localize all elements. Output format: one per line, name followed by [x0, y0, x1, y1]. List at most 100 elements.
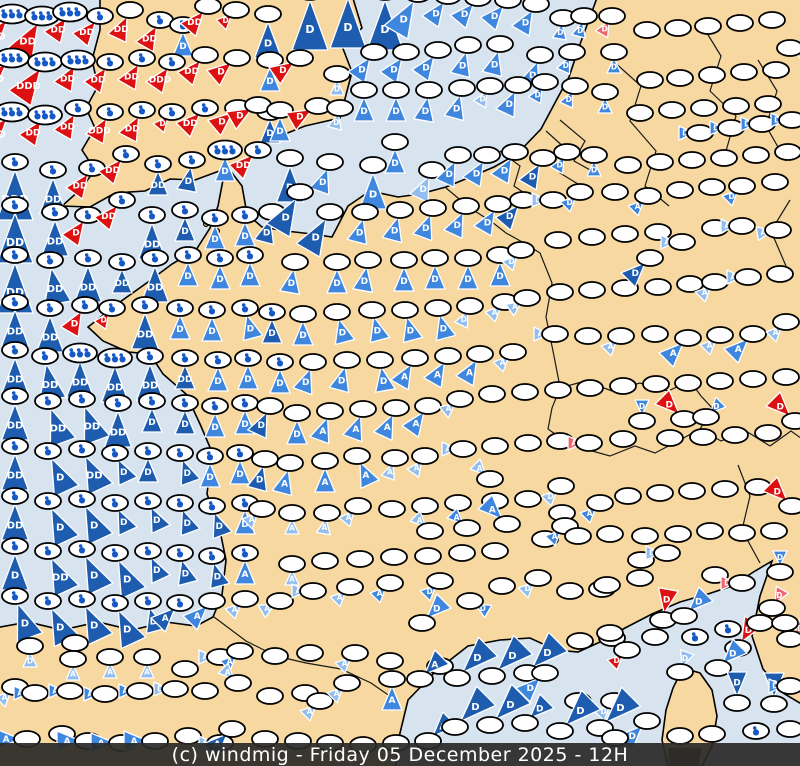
symbol-head-ellipse	[401, 349, 429, 367]
bird-dot-icon	[138, 56, 146, 63]
migration-symbol: D	[352, 251, 382, 293]
migration-symbol	[61, 634, 89, 652]
migration-symbol	[631, 527, 659, 545]
migration-symbol: A	[369, 574, 404, 604]
direction-triangle	[174, 364, 196, 390]
migration-symbol	[448, 544, 476, 562]
direction-triangle	[492, 355, 510, 373]
intensity-label: A	[466, 368, 473, 378]
intensity-label: D	[522, 18, 529, 28]
direction-triangle	[518, 163, 541, 191]
symbol-head-ellipse	[531, 73, 559, 91]
intensity-label: D	[71, 319, 78, 329]
direction-triangle	[426, 593, 452, 619]
intensity-label: DD	[80, 282, 97, 293]
intensity-label: D	[556, 160, 562, 169]
bird-dot-icon	[49, 57, 53, 61]
intensity-label: DD	[184, 67, 199, 77]
direction-triangle	[309, 416, 330, 445]
intensity-label: D	[600, 707, 606, 716]
migration-symbol: A	[83, 685, 119, 703]
bird-dot-icon	[244, 356, 252, 363]
migration-symbol: A	[658, 329, 702, 368]
symbol-head-ellipse	[486, 35, 514, 53]
intensity-label: A	[362, 471, 369, 481]
direction-triangle	[117, 115, 140, 143]
intensity-label: D	[776, 591, 782, 600]
migration-symbol: D	[34, 442, 80, 498]
symbol-head-ellipse	[434, 347, 462, 365]
symbol-head-ellipse	[514, 434, 542, 452]
migration-symbol: D	[309, 153, 344, 196]
migration-symbol	[772, 368, 800, 386]
intensity-label: D	[695, 597, 702, 607]
migration-symbol	[714, 620, 742, 638]
migration-symbol: DD	[175, 99, 219, 138]
intensity-label: A	[346, 513, 352, 522]
symbol-head-ellipse	[501, 143, 529, 161]
bird-dot-icon	[141, 303, 149, 310]
direction-triangle	[150, 506, 171, 534]
intensity-label: D	[369, 189, 377, 200]
direction-triangle	[481, 50, 503, 78]
migration-symbol	[678, 482, 706, 500]
intensity-label: D	[276, 127, 283, 137]
direction-triangle	[462, 636, 499, 673]
direction-triangle	[169, 314, 191, 340]
symbol-head-ellipse	[626, 104, 654, 122]
intensity-label: D	[214, 572, 221, 582]
intensity-label: D	[453, 221, 460, 231]
symbol-head-ellipse	[658, 101, 686, 119]
migration-symbol	[721, 426, 749, 444]
intensity-label: D	[464, 275, 471, 285]
migration-symbol	[664, 19, 692, 37]
symbol-head-ellipse	[739, 325, 767, 343]
symbol-head-ellipse	[171, 660, 199, 678]
symbol-head-ellipse	[392, 43, 420, 61]
bird-dot-icon	[111, 598, 116, 602]
migration-symbol	[444, 494, 472, 512]
intensity-label: D	[591, 165, 597, 174]
symbol-head-ellipse	[766, 265, 794, 283]
direction-triangle	[489, 261, 511, 287]
migration-symbol	[546, 283, 574, 301]
migration-symbol: D	[412, 199, 447, 242]
bird-dot-icon	[144, 549, 152, 556]
intensity-label: D	[246, 272, 253, 282]
intensity-label: D	[506, 700, 514, 711]
direction-triangle	[501, 253, 518, 272]
bird-dot-icon	[111, 498, 116, 502]
bird-dot-icon	[11, 203, 19, 210]
bird-dot-icon	[11, 297, 16, 301]
migration-symbol	[544, 231, 572, 249]
intensity-label: A	[70, 669, 76, 678]
migration-symbol: D	[443, 636, 499, 687]
direction-triangle	[65, 173, 89, 200]
intensity-label: D	[360, 107, 367, 117]
direction-triangle	[229, 459, 251, 485]
migration-symbol: DDD	[0, 3, 30, 43]
migration-symbol	[689, 428, 717, 446]
bird-dot-icon	[46, 258, 54, 265]
symbol-head-ellipse	[628, 412, 656, 430]
migration-symbol: D	[265, 183, 314, 238]
direction-triangle	[412, 213, 433, 242]
bird-dot-icon	[119, 353, 123, 357]
direction-triangle	[180, 508, 201, 537]
migration-symbol: D	[101, 444, 138, 486]
bird-dot-icon	[188, 155, 193, 159]
direction-triangle	[424, 649, 450, 675]
symbol-head-ellipse	[653, 544, 681, 562]
migration-symbol	[609, 430, 637, 448]
migration-symbol: A	[329, 578, 364, 608]
direction-triangle	[477, 494, 503, 520]
intensity-label: D	[257, 421, 264, 431]
direction-triangle	[495, 683, 532, 720]
direction-triangle	[150, 607, 176, 633]
bird-dot-icon	[11, 157, 16, 161]
intensity-label: D	[288, 279, 295, 289]
migration-symbol: D	[207, 139, 243, 182]
direction-triangle	[334, 656, 352, 674]
direction-triangle	[326, 268, 348, 294]
migration-symbol: A	[723, 325, 767, 364]
